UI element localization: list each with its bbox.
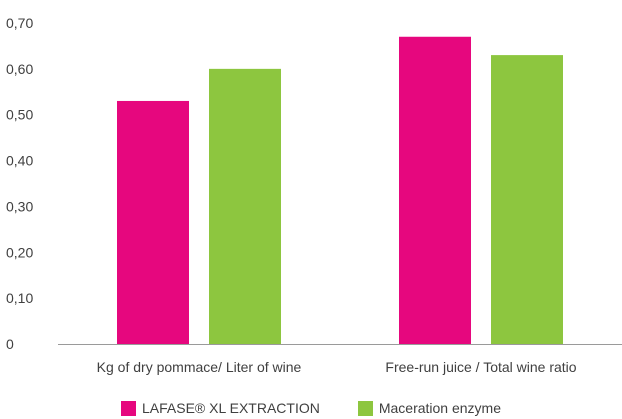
- legend-item-lafase: LAFASE® XL EXTRACTION: [120, 398, 320, 418]
- y-tick-label: 0,40: [6, 153, 33, 169]
- y-axis-ticks: 0 0,10 0,20 0,30 0,40 0,50 0,60 0,70: [6, 15, 33, 352]
- legend-label-maceration: Maceration enzyme: [378, 400, 501, 416]
- bars: [117, 36, 563, 344]
- y-tick-label: 0,30: [6, 198, 33, 214]
- y-tick-label: 0,10: [6, 290, 33, 306]
- legend: LAFASE® XL EXTRACTION Maceration enzyme: [0, 398, 622, 418]
- category-label: Kg of dry pommace/ Liter of wine: [97, 359, 302, 375]
- y-tick-label: 0,60: [6, 61, 33, 77]
- y-tick-label: 0,20: [6, 244, 33, 260]
- category-label: Free-run juice / Total wine ratio: [385, 359, 576, 375]
- bar-lafase-1: [117, 100, 189, 344]
- y-tick-label: 0: [6, 336, 14, 352]
- legend-swatch-maceration: [357, 400, 373, 416]
- bar-chart: 0 0,10 0,20 0,30 0,40 0,50 0,60 0,70 Kg of dry …: [6, 15, 622, 375]
- category-labels: Kg of dry pommace/ Liter of wine Free-run…: [97, 359, 577, 375]
- y-tick-label: 0,50: [6, 107, 33, 123]
- legend-item-maceration: Maceration enzyme: [357, 398, 501, 418]
- bar-maceration-1: [209, 68, 281, 344]
- bar-lafase-2: [399, 36, 471, 344]
- legend-label-lafase: LAFASE® XL EXTRACTION: [141, 400, 320, 416]
- legend-swatch-lafase: [120, 400, 136, 416]
- y-tick-label: 0,70: [6, 15, 33, 31]
- bar-maceration-2: [491, 55, 563, 344]
